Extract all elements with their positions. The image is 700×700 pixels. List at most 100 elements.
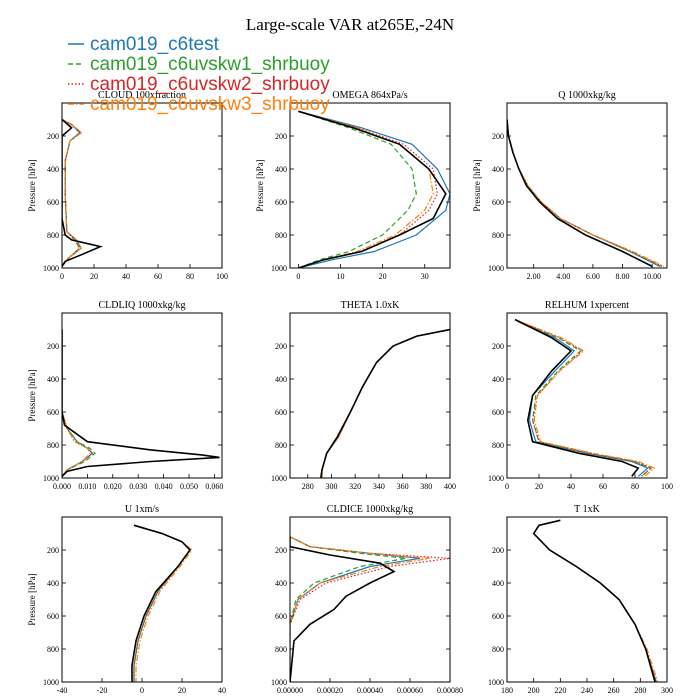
- x-tick-label: 260: [608, 686, 620, 695]
- y-tick-label: 1000: [488, 678, 504, 687]
- y-tick-label: 1000: [43, 678, 59, 687]
- x-tick-label: 60: [154, 272, 162, 281]
- series-line-2: [507, 119, 663, 267]
- x-tick-label: 0.010: [78, 482, 96, 491]
- series-line-0: [133, 524, 191, 682]
- y-tick-label: 600: [275, 612, 287, 621]
- panel-6: U 1xm/s 200 400 600 800 1000-40 -20 0 20 40 Pressu…: [27, 504, 226, 695]
- y-tick-label: 400: [47, 579, 59, 588]
- x-tick-label: 0.020: [104, 482, 122, 491]
- panel-2: Q 1000xkg/kg 200 400 600 800 1000 2.00 4.00 6.00…: [472, 90, 668, 281]
- y-tick-label: 200: [275, 546, 287, 555]
- x-tick-label: 0.00020: [317, 686, 343, 695]
- x-tick-label: 10: [337, 272, 345, 281]
- x-tick-label: 0.060: [205, 482, 223, 491]
- y-tick-label: 600: [47, 612, 59, 621]
- series-line-3: [321, 328, 450, 478]
- y-tick-label: 800: [492, 441, 504, 450]
- series-line-1: [62, 329, 96, 477]
- series-line-3: [62, 329, 91, 477]
- series-line-1: [532, 519, 657, 682]
- series-line-2: [133, 524, 191, 682]
- x-tick-label: 360: [397, 482, 409, 491]
- panel-title: U 1xm/s: [125, 504, 159, 515]
- plot-frame: [61, 102, 223, 269]
- x-tick-label: 0: [60, 272, 64, 281]
- x-tick-label: 400: [444, 482, 456, 491]
- x-tick-label: 20: [535, 482, 543, 491]
- series-line-0: [62, 329, 94, 477]
- x-tick-label: 280: [302, 482, 314, 491]
- y-tick-label: 800: [275, 645, 287, 654]
- x-tick-label: -20: [97, 686, 108, 695]
- panel-title: Q 1000xkg/kg: [558, 90, 616, 101]
- panel-title: OMEGA 864xPa/s: [332, 90, 407, 101]
- x-tick-label: 6.00: [586, 272, 600, 281]
- y-tick-label: 600: [492, 408, 504, 417]
- y-tick-label: 400: [275, 579, 287, 588]
- y-tick-label: 400: [47, 375, 59, 384]
- y-tick-label: 800: [492, 231, 504, 240]
- series-line-4: [298, 110, 447, 268]
- x-tick-label: 0.00080: [437, 686, 463, 695]
- plot-frame: [289, 102, 451, 269]
- series-line-0: [321, 328, 450, 478]
- x-tick-label: 0.00060: [397, 686, 423, 695]
- y-tick-label: 400: [275, 375, 287, 384]
- y-tick-label: 600: [47, 408, 59, 417]
- series-line-4: [514, 318, 640, 477]
- series-line-4: [62, 118, 103, 267]
- plot-frame: [506, 516, 668, 683]
- x-tick-label: 340: [373, 482, 385, 491]
- legend-entry: cam019_c6uvskw1_shrbuoy: [90, 54, 330, 75]
- y-tick-label: 800: [275, 231, 287, 240]
- series-line-0: [514, 319, 649, 477]
- y-tick-label: 200: [47, 132, 59, 141]
- y-tick-label: 1000: [43, 264, 59, 273]
- series-line-1: [133, 524, 191, 682]
- y-tick-label: 1000: [488, 264, 504, 273]
- x-tick-label: 80: [631, 482, 639, 491]
- y-axis-label: Pressure [hPa]: [27, 159, 37, 211]
- legend-entry: cam019_c6test: [90, 34, 220, 55]
- x-tick-label: 80: [186, 272, 194, 281]
- y-tick-label: 400: [492, 579, 504, 588]
- y-tick-label: 400: [47, 165, 59, 174]
- x-tick-label: 300: [325, 482, 337, 491]
- panel-7: CLDICE 1000xkg/kg 200 400 600 800 10000.00000…: [271, 504, 463, 695]
- panel-title: CLDLIQ 1000xkg/kg: [99, 300, 186, 311]
- y-tick-label: 200: [275, 132, 287, 141]
- x-tick-label: 4.00: [556, 272, 570, 281]
- y-tick-label: 1000: [488, 474, 504, 483]
- panel-title: RELHUM 1xpercent: [545, 300, 629, 311]
- figure-title: Large-scale VAR at265E,-24N: [246, 15, 454, 34]
- x-tick-label: 380: [420, 482, 432, 491]
- x-tick-label: 220: [554, 686, 566, 695]
- y-tick-label: 800: [47, 645, 59, 654]
- series-line-4: [290, 536, 396, 682]
- y-axis-label: Pressure [hPa]: [255, 159, 265, 211]
- x-tick-label: 0.00040: [357, 686, 383, 695]
- x-tick-label: 0.00000: [277, 686, 303, 695]
- y-tick-label: 200: [492, 342, 504, 351]
- x-tick-label: 40: [122, 272, 130, 281]
- x-tick-label: 0: [296, 272, 300, 281]
- x-tick-label: 0.040: [155, 482, 173, 491]
- plot-frame: [506, 312, 668, 479]
- legend-entry: cam019_c6uvskw2_shrbuoy: [90, 74, 330, 95]
- x-tick-label: 320: [349, 482, 361, 491]
- series-line-0: [507, 119, 660, 267]
- series-line-1: [514, 319, 653, 477]
- y-tick-label: 1000: [43, 474, 59, 483]
- y-axis-label: Pressure [hPa]: [27, 573, 37, 625]
- plot-frame: [506, 102, 668, 269]
- legend: cam019_c6testcam019_c6uvskw1_shrbuoycam0…: [68, 34, 330, 115]
- y-tick-label: 200: [47, 342, 59, 351]
- y-tick-label: 400: [275, 165, 287, 174]
- series-line-4: [62, 329, 220, 477]
- panel-title: THETA 1.0xK: [341, 300, 400, 311]
